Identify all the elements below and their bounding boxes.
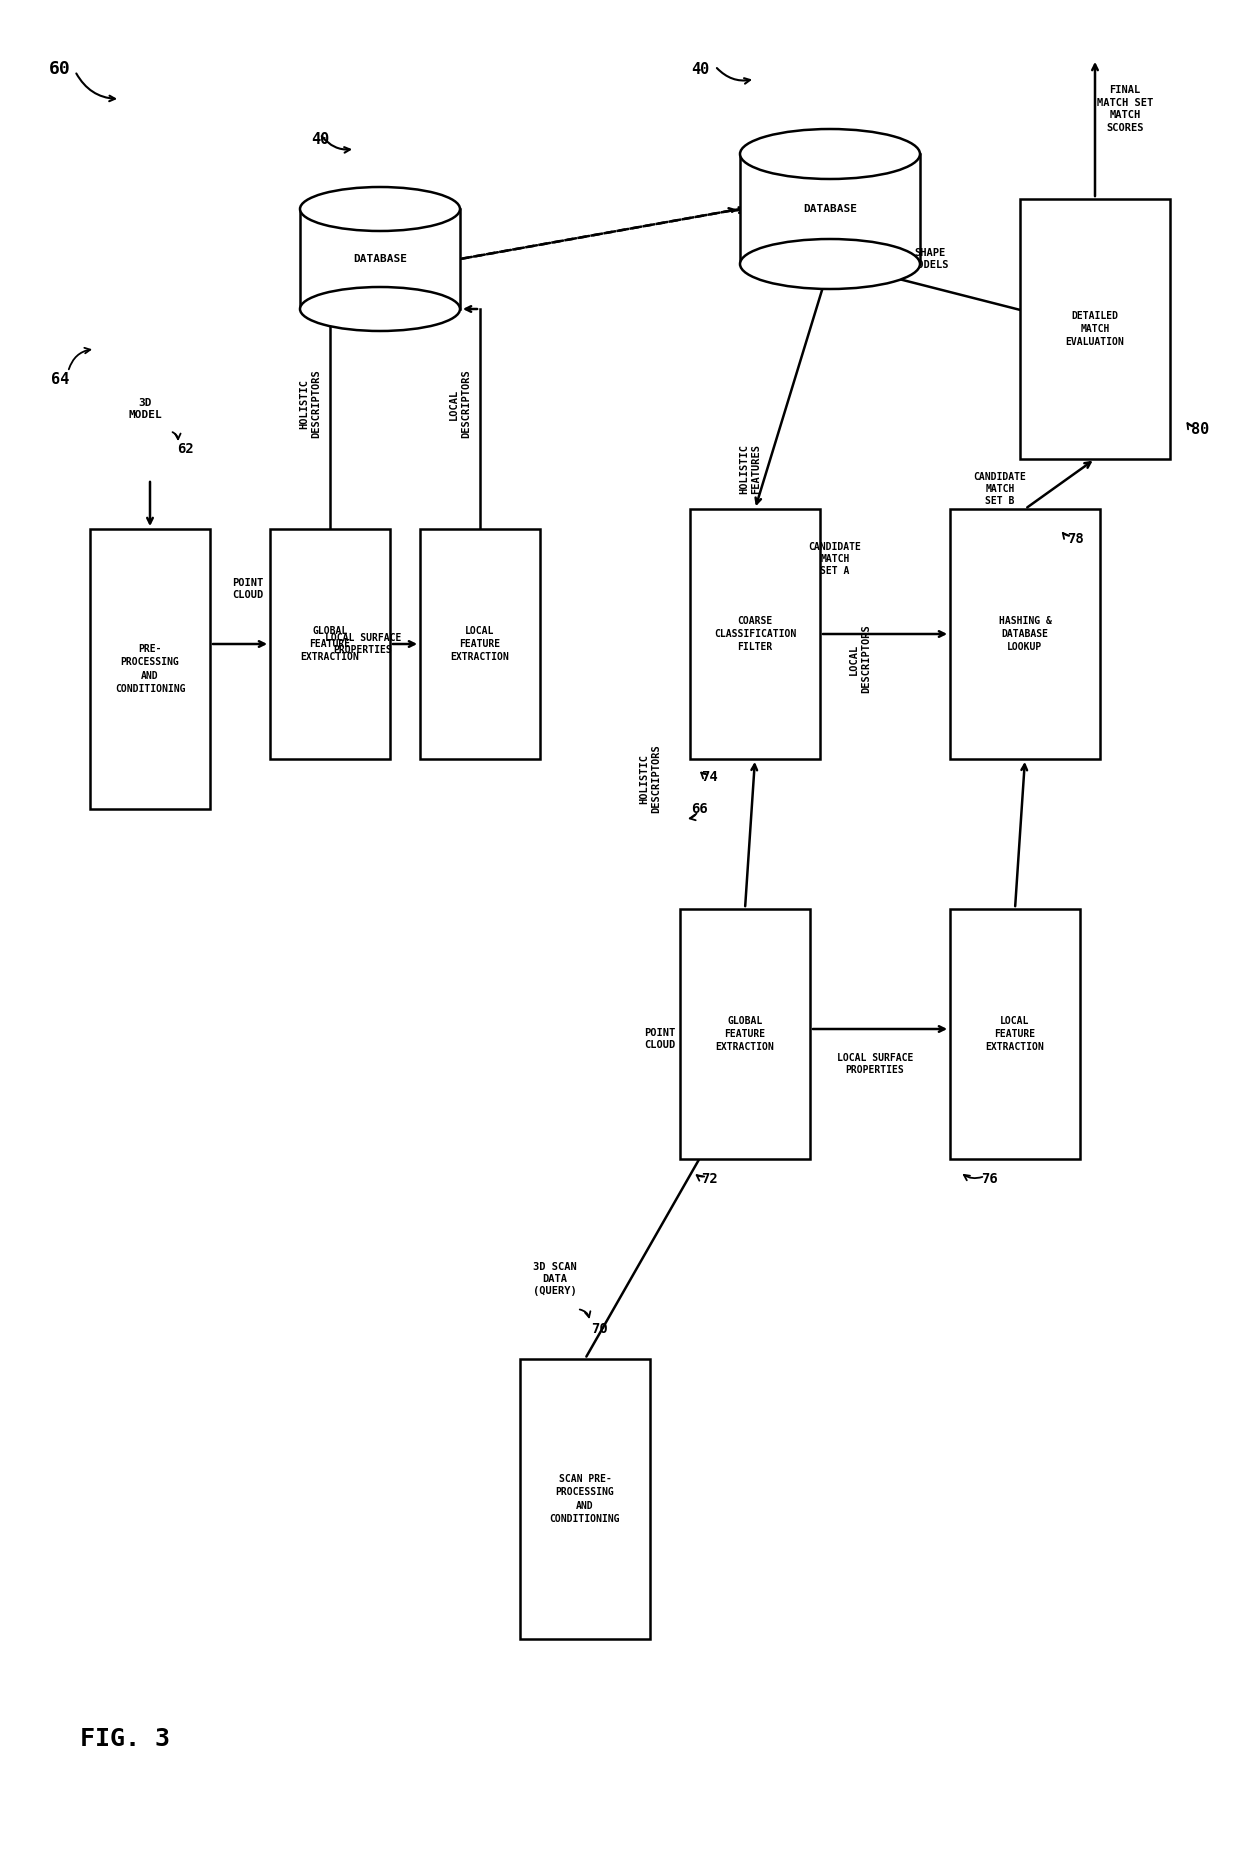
Text: 74: 74 [702,770,718,784]
Text: FINAL
MATCH SET
MATCH
SCORES: FINAL MATCH SET MATCH SCORES [1097,86,1153,132]
Text: POINT
CLOUD: POINT CLOUD [645,1028,676,1050]
Bar [689,509,820,758]
Text: LOCAL SURFACE
PROPERTIES: LOCAL SURFACE PROPERTIES [837,1052,913,1075]
Text: FIG. 3: FIG. 3 [81,1727,170,1751]
Text: DATABASE: DATABASE [804,204,857,214]
Text: 62: 62 [176,442,193,455]
Text: 40: 40 [311,132,329,147]
Text: GLOBAL
FEATURE
EXTRACTION: GLOBAL FEATURE EXTRACTION [300,626,360,662]
Text: HOLISTIC
FEATURES: HOLISTIC FEATURES [739,444,761,494]
Bar [740,154,920,264]
Text: LOCAL
DESCRIPTORS: LOCAL DESCRIPTORS [849,625,872,693]
Bar [520,1359,650,1640]
Text: 66: 66 [692,801,708,816]
Text: DETAILED
MATCH
EVALUATION: DETAILED MATCH EVALUATION [1065,310,1125,348]
Text: LOCAL SURFACE
PROPERTIES: LOCAL SURFACE PROPERTIES [325,632,402,654]
Text: DATABASE: DATABASE [353,255,407,264]
Ellipse shape [740,128,920,178]
Bar [950,909,1080,1158]
Text: 72: 72 [702,1171,718,1186]
Bar [680,909,810,1158]
Bar [420,530,539,758]
Text: PRE-
PROCESSING
AND
CONDITIONING: PRE- PROCESSING AND CONDITIONING [115,645,185,693]
Text: POINT
CLOUD: POINT CLOUD [232,578,264,600]
Text: CANDIDATE
MATCH
SET B: CANDIDATE MATCH SET B [973,472,1027,506]
Text: LOCAL
DESCRIPTORS: LOCAL DESCRIPTORS [449,370,471,439]
Ellipse shape [740,240,920,288]
Text: 70: 70 [591,1322,609,1337]
Text: HOLISTIC
DESCRIPTORS: HOLISTIC DESCRIPTORS [299,370,321,439]
Bar [300,208,460,309]
Text: 40: 40 [691,61,709,76]
Text: 78: 78 [1066,532,1084,547]
Text: 3D SCAN
DATA
(QUERY): 3D SCAN DATA (QUERY) [533,1262,577,1296]
Text: SCAN PRE-
PROCESSING
AND
CONDITIONING: SCAN PRE- PROCESSING AND CONDITIONING [549,1474,620,1524]
Text: 3D
MODEL: 3D MODEL [128,398,162,420]
Bar [1021,199,1171,459]
Text: 76: 76 [982,1171,998,1186]
Ellipse shape [300,286,460,331]
Ellipse shape [300,188,460,231]
Bar [270,530,391,758]
Text: COARSE
CLASSIFICATION
FILTER: COARSE CLASSIFICATION FILTER [714,615,796,653]
Bar [950,509,1100,758]
Text: LOCAL
FEATURE
EXTRACTION: LOCAL FEATURE EXTRACTION [986,1015,1044,1052]
Text: 80: 80 [1190,422,1209,437]
Bar [91,530,210,809]
Text: CANDIDATE
MATCH
SET A: CANDIDATE MATCH SET A [808,541,862,576]
Text: 64: 64 [51,372,69,387]
Text: HASHING &
DATABASE
LOOKUP: HASHING & DATABASE LOOKUP [998,615,1052,653]
Text: HOLISTIC
DESCRIPTORS: HOLISTIC DESCRIPTORS [639,745,661,814]
Text: SHAPE
MODELS: SHAPE MODELS [911,247,949,270]
Text: LOCAL
FEATURE
EXTRACTION: LOCAL FEATURE EXTRACTION [450,626,510,662]
Text: 60: 60 [50,59,71,78]
Text: GLOBAL
FEATURE
EXTRACTION: GLOBAL FEATURE EXTRACTION [715,1015,774,1052]
